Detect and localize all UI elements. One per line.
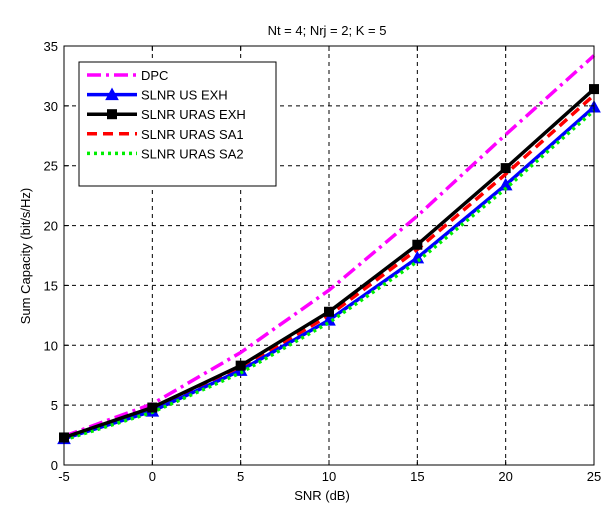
legend-label: SLNR URAS SA2 [141,146,244,161]
legend-marker [105,87,119,101]
y-tick-label: 20 [44,219,58,234]
legend-label: SLNR URAS EXH [141,107,246,122]
y-tick-label: 25 [44,159,58,174]
legend-item: SLNR URAS SA2 [87,146,244,161]
y-axis-title: Sum Capacity (bit/s/Hz) [18,188,33,325]
y-tick-label: 0 [51,458,58,473]
legend-item: SLNR URAS SA1 [87,127,244,142]
y-tick-label: 30 [44,99,58,114]
legend-item: SLNR URAS EXH [87,107,246,122]
series-lines [57,54,601,445]
plot-frame [63,45,595,466]
y-tick-label: 5 [51,398,58,413]
x-tick-label: -5 [58,469,70,484]
legend-label: SLNR URAS SA1 [141,127,244,142]
legend-marker [107,109,117,120]
x-tick-label: 0 [149,469,156,484]
legend: DPC SLNR US EXH SLNR URAS EXH SLNR URAS SA1… [78,61,277,187]
legend-label: SLNR US EXH [141,88,228,103]
x-tick-label: 15 [410,469,424,484]
x-tick-label: 5 [237,469,244,484]
x-tick-label: 10 [322,469,336,484]
y-tick-label: 15 [44,278,58,293]
data-point-marker [235,360,246,371]
x-tick-label: 20 [498,469,512,484]
data-point-marker [147,402,158,413]
x-axis-title: SNR (dB) [294,488,350,503]
y-tick-label: 10 [44,338,58,353]
legend-label: DPC [141,68,168,83]
chart-title: Nt = 4; Nrj = 2; K = 5 [268,23,387,38]
legend-box [78,61,277,187]
data-point-marker [412,239,423,250]
data-point-marker [324,306,334,317]
y-tick-label: 35 [44,39,58,54]
x-tick-label: 25 [587,469,601,484]
legend-item: SLNR US EXH [87,87,228,103]
data-point-marker [500,163,511,174]
legend-item: DPC [87,68,168,83]
